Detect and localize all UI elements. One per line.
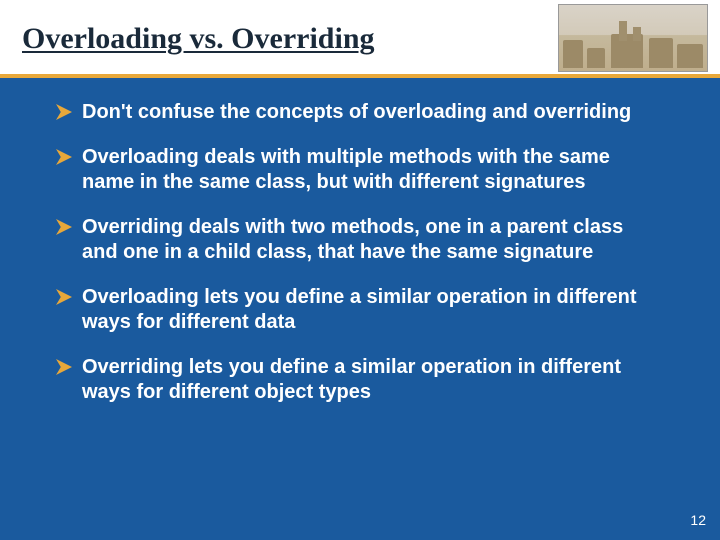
- bullet-text: Don't confuse the concepts of overloadin…: [82, 100, 631, 125]
- list-item: Don't confuse the concepts of overloadin…: [56, 100, 650, 125]
- bullet-text: Overriding lets you define a similar ope…: [82, 355, 650, 405]
- hero-image: [558, 4, 708, 72]
- header: Overloading vs. Overriding: [0, 0, 720, 78]
- bullet-text: Overriding deals with two methods, one i…: [82, 215, 650, 265]
- bullet-arrow-icon: [56, 289, 72, 305]
- list-item: Overloading lets you define a similar op…: [56, 285, 650, 335]
- content-area: Don't confuse the concepts of overloadin…: [0, 78, 720, 405]
- list-item: Overriding deals with two methods, one i…: [56, 215, 650, 265]
- bullet-arrow-icon: [56, 359, 72, 375]
- list-item: Overloading deals with multiple methods …: [56, 145, 650, 195]
- page-number: 12: [690, 512, 706, 528]
- bullet-text: Overloading lets you define a similar op…: [82, 285, 650, 335]
- bullet-arrow-icon: [56, 104, 72, 120]
- bullet-text: Overloading deals with multiple methods …: [82, 145, 650, 195]
- bullet-arrow-icon: [56, 149, 72, 165]
- bullet-arrow-icon: [56, 219, 72, 235]
- page-title: Overloading vs. Overriding: [22, 22, 375, 56]
- list-item: Overriding lets you define a similar ope…: [56, 355, 650, 405]
